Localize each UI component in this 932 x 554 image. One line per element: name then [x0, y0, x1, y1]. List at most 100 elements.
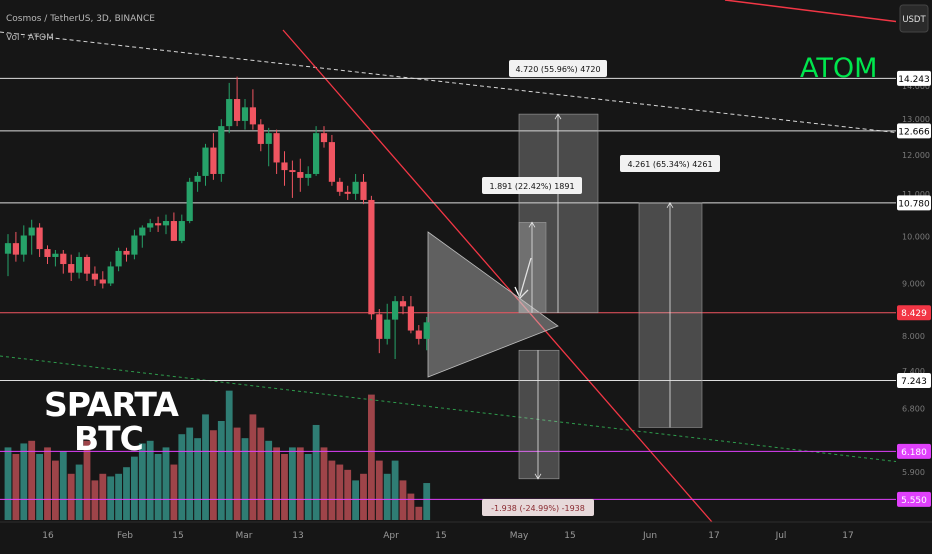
logo-line-1: SPARTA: [44, 385, 179, 424]
volume-bar: [20, 443, 28, 520]
candle-body: [297, 172, 304, 178]
price-tick-label: 11.000: [902, 190, 930, 199]
candle-body: [44, 249, 51, 257]
candle-body: [99, 279, 106, 284]
price-level-tag: [897, 491, 931, 507]
volume-bar: [273, 447, 280, 520]
volume-bar: [225, 390, 233, 520]
volume-bar: [131, 456, 138, 520]
price-tick-label: 12.000: [902, 151, 930, 160]
volume-bar: [178, 434, 186, 520]
measure-label: 1.891 (22.42%) 1891: [489, 182, 574, 191]
volume-bar: [265, 440, 273, 520]
volume-bar: [233, 427, 241, 520]
volume-bar: [360, 473, 367, 520]
drawing-layer: [0, 0, 901, 523]
measure-label: 4.261 (65.34%) 4261: [627, 160, 712, 169]
candle-body: [91, 273, 98, 280]
volume-bar: [123, 467, 130, 520]
volume-bar: [12, 454, 20, 520]
price-axis[interactable]: USDT 14.000 13.000 12.000 11.000 10.000 9.000…: [896, 0, 932, 522]
time-tick-label: 17: [842, 531, 853, 541]
volume-bar: [162, 447, 170, 520]
time-axis[interactable]: 16 Feb 15 Mar 13 Apr 15 May 15 Jun 17 Jul 17: [0, 521, 932, 550]
candle-body: [218, 126, 225, 174]
candle-body: [234, 99, 241, 121]
price-level-tag: [897, 305, 931, 321]
candle-body: [147, 223, 154, 228]
indicator-title: Vol · ATOM: [6, 33, 54, 43]
volume-bar: [257, 427, 265, 520]
volume-bar: [138, 443, 146, 520]
price-level-tag: [897, 372, 931, 388]
volume-bar: [304, 454, 312, 520]
sparta-btc-logo: SPARTA BTC: [44, 385, 180, 458]
candle-body: [257, 124, 264, 144]
volume-bar: [312, 424, 320, 520]
symbol-title: Cosmos / TetherUS, 3D, BINANCE: [6, 14, 155, 24]
candle-body: [170, 221, 177, 241]
volume-bar: [186, 427, 194, 520]
volume-bar: [296, 447, 304, 520]
price-level-labels: 14.243 12.666 10.780 8.429 7.243 6.180 5.550: [897, 70, 931, 507]
time-tick-label: May: [510, 531, 529, 541]
levels-layer: [0, 77, 896, 500]
price-level-value: 5.550: [901, 496, 927, 506]
price-level-value: 10.780: [898, 199, 930, 209]
candle-body: [52, 253, 59, 257]
candle-body: [107, 266, 114, 284]
price-level-tag: [897, 70, 931, 86]
candle-body: [139, 227, 146, 236]
time-tick-label: 17: [708, 531, 719, 541]
volume-bar: [194, 438, 201, 520]
candle-body: [265, 133, 272, 144]
measure-box: [518, 349, 560, 480]
measure-arrow-head: [534, 473, 542, 480]
volume-bar: [146, 440, 154, 520]
volume-bar: [344, 469, 352, 520]
candle-body: [313, 133, 320, 174]
volume-bar: [83, 440, 91, 520]
support-dashed-line: [0, 355, 901, 463]
candle-body: [320, 133, 328, 143]
time-axis-bg: [0, 522, 932, 550]
volume-bar: [249, 414, 257, 520]
candle-body: [289, 170, 296, 173]
candle-body: [399, 301, 407, 307]
candle-body: [186, 181, 193, 222]
price-tick-label: 14.000: [902, 82, 930, 91]
price-tick-label: 7.400: [902, 367, 925, 376]
price-tick-label: 10.000: [902, 232, 930, 241]
candle-body: [407, 306, 414, 331]
measurements-layer: 4.720 (55.96%) 4720 1.891 (22.42%) 1891 4.…: [482, 60, 720, 516]
candle-body: [392, 301, 399, 320]
candle-body: [273, 133, 280, 163]
measure-label-bg: [482, 177, 582, 194]
time-tick-label: 15: [172, 531, 183, 541]
price-axis-bg: [896, 0, 932, 522]
time-tick-label: 13: [292, 531, 303, 541]
currency-button[interactable]: [899, 4, 929, 33]
candle-body: [194, 175, 201, 182]
candle-body: [202, 147, 209, 176]
candle-body: [352, 181, 359, 194]
candle-body: [155, 223, 162, 226]
volume-bar: [44, 447, 51, 520]
volume-bar: [281, 454, 288, 520]
measure-label-bg: [482, 499, 594, 516]
volume-bar: [336, 464, 344, 520]
time-tick-label: Mar: [236, 531, 253, 541]
currency-label: USDT: [902, 15, 926, 25]
price-level-tag: [897, 195, 931, 211]
volume-bar: [28, 440, 36, 520]
descending-trendline: [282, 29, 713, 523]
candle-body: [305, 173, 312, 178]
candle-body: [36, 227, 43, 250]
volume-bar: [289, 447, 296, 520]
price-level-value: 14.243: [898, 75, 930, 85]
logo-line-2: BTC: [74, 419, 143, 458]
breakout-arrow: [519, 257, 532, 297]
price-level-tag: [897, 443, 931, 459]
volume-bar: [36, 454, 43, 520]
